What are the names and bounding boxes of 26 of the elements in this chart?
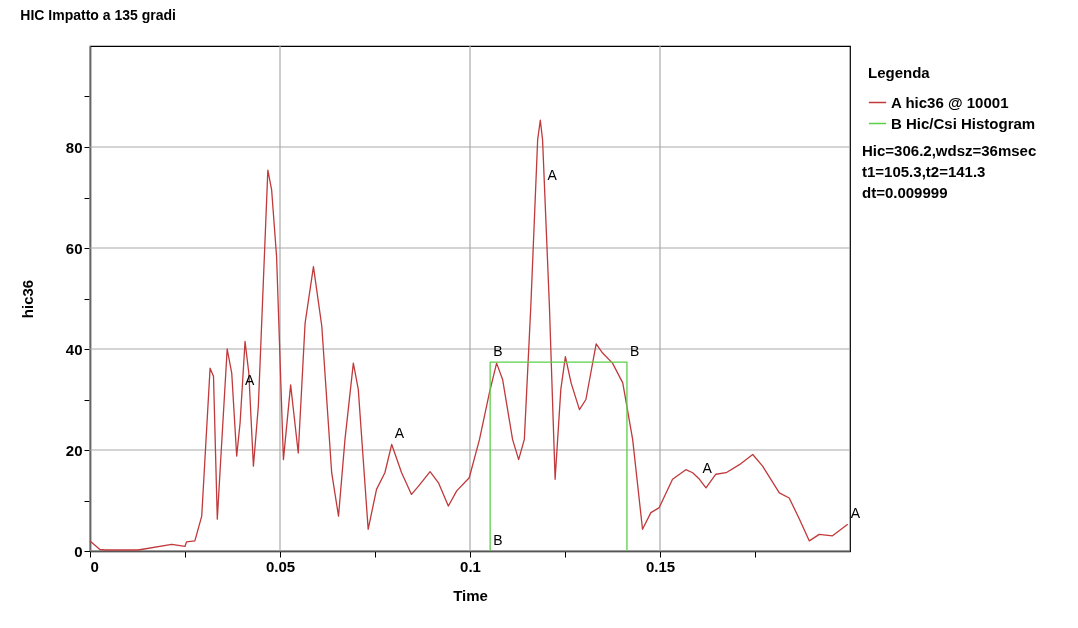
y-tick-label: 0 [74, 542, 83, 560]
annotation: A [547, 167, 558, 184]
legend-title: Legenda [868, 64, 931, 81]
text: dt=0.009999 [862, 184, 948, 201]
annotation: A [702, 460, 713, 477]
y-axis-title: hic36 [18, 279, 36, 319]
annotation: A [394, 425, 405, 442]
x-tick-label: 0.05 [265, 557, 296, 575]
x-tick-label: 0.1 [460, 557, 481, 575]
annotation: A [850, 505, 861, 522]
y-tick-label: 40 [65, 340, 83, 358]
x-axis-title: Time [453, 586, 488, 604]
legend-label: B Hic/Csi Histogram [891, 114, 1036, 132]
annotation: A [245, 372, 255, 389]
legend-label: A hic36 @ 10001 [891, 93, 1009, 111]
text: t1=105.3,t2=141.3 [862, 163, 986, 180]
annotation: B [493, 532, 503, 548]
annotation: B [629, 343, 640, 360]
annotation: B [493, 343, 503, 360]
chart-title: HIC Impatto a 135 gradi [20, 7, 176, 24]
y-tick-label: 60 [65, 239, 83, 257]
text: Hic=306.2,wdsz=36msec [862, 142, 1037, 159]
x-tick-label: 0 [90, 557, 99, 575]
x-tick-label: 0.15 [645, 557, 676, 575]
y-tick-label: 80 [65, 138, 83, 156]
y-tick-label: 20 [65, 441, 83, 459]
